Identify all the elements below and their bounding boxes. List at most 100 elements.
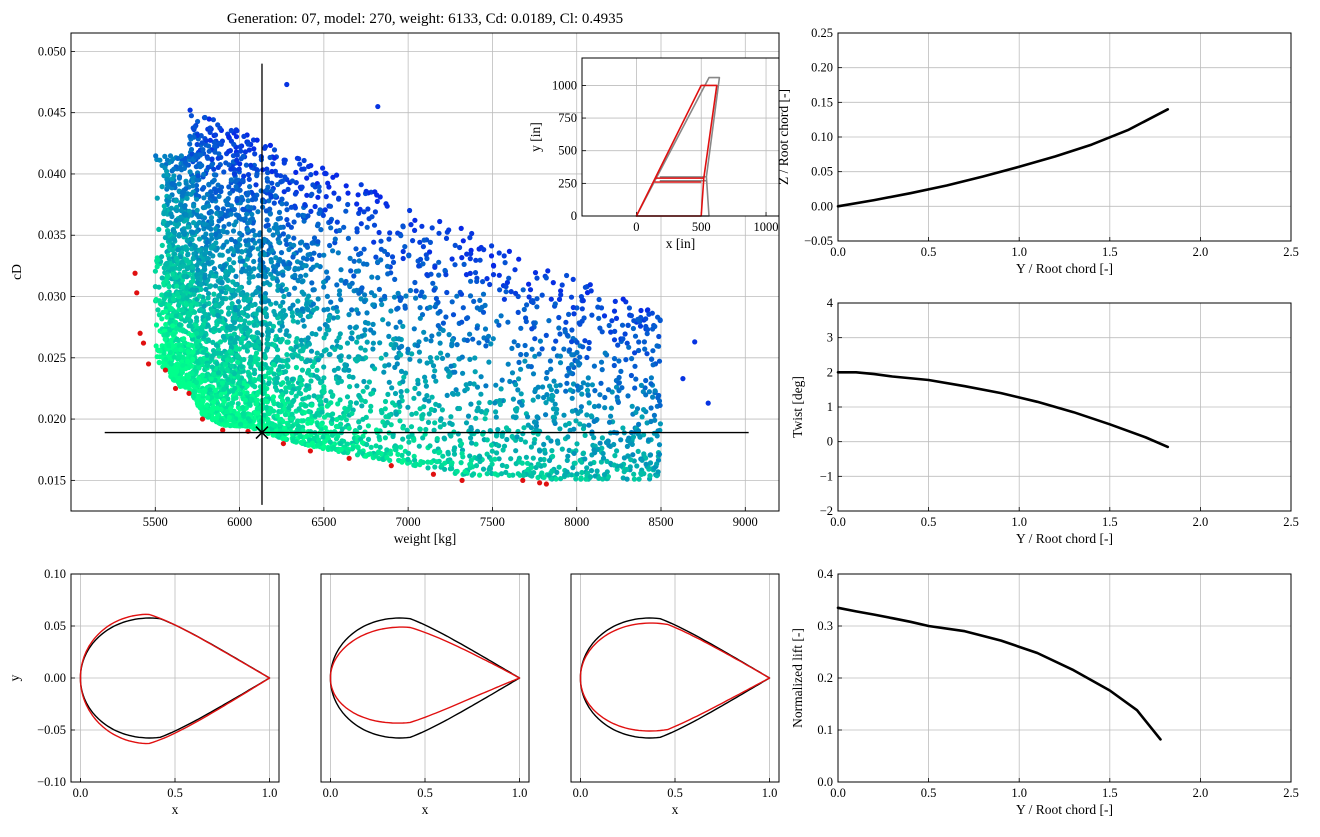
cloud-point (196, 236, 203, 242)
cloud-point (227, 348, 233, 354)
cloud-point (656, 333, 662, 340)
cloud-point (656, 451, 663, 457)
cloud-point (411, 453, 417, 459)
airfoil1-ytick-label: 0.00 (44, 671, 66, 685)
cloud-point (648, 405, 654, 411)
cloud-point (307, 358, 313, 364)
cloud-point (205, 164, 211, 170)
cloud-point (515, 428, 521, 435)
cloud-point (556, 296, 563, 302)
cloud-point (586, 339, 592, 346)
inset-frame (581, 57, 780, 217)
cloud-point (602, 350, 608, 356)
cloud-point (390, 259, 397, 265)
cloud-point (657, 402, 663, 408)
cloud-point (484, 437, 490, 443)
cloud-point (428, 359, 434, 365)
cloud-point (192, 124, 198, 130)
cloud-point (191, 203, 197, 209)
cloud-point (209, 193, 215, 199)
cloud-point (496, 272, 502, 278)
cloud-point (239, 310, 245, 316)
cloud-point (189, 332, 195, 338)
cloud-point (203, 138, 209, 144)
dihedral-xtick-label: 2.5 (1283, 245, 1299, 259)
cloud-point (349, 307, 355, 313)
cloud-point (458, 225, 464, 231)
cloud-point (330, 392, 336, 398)
airfoil2-xlabel: x (422, 802, 429, 817)
cloud-point (421, 294, 427, 300)
cloud-point (417, 256, 424, 262)
cloud-point (618, 463, 624, 469)
cloud-point (281, 189, 287, 195)
cloud-point (448, 363, 454, 369)
cloud-point (218, 188, 224, 195)
cloud-point (251, 370, 258, 377)
cloud-point (356, 210, 362, 216)
cloud-point (457, 244, 463, 251)
cloud-point (263, 373, 269, 379)
cloud-point (380, 317, 386, 323)
cloud-point (330, 248, 336, 254)
cloud-point (237, 144, 243, 150)
cloud-point (596, 296, 602, 303)
cloud-point (194, 344, 201, 350)
cloud-point (229, 323, 235, 329)
cloud-point (464, 337, 470, 343)
cloud-point (164, 314, 170, 320)
cloud-point (397, 418, 403, 424)
pareto-point (137, 330, 143, 336)
cloud-point (287, 261, 293, 267)
cloud-point (588, 468, 595, 474)
cloud-point (215, 312, 221, 318)
cloud-point (213, 342, 219, 348)
cloud-point (463, 420, 470, 426)
cloud-point (222, 418, 228, 424)
cloud-point (179, 189, 185, 196)
cloud-point (566, 311, 572, 317)
cloud-point (389, 385, 395, 391)
cloud-point (398, 389, 404, 395)
cloud-point (371, 330, 377, 336)
cloud-point (306, 341, 312, 347)
cloud-point (591, 418, 597, 424)
cloud-point (515, 342, 521, 349)
cloud-point (563, 319, 569, 325)
cloud-point (359, 403, 365, 409)
cloud-point (395, 290, 401, 296)
cloud-point (586, 400, 592, 406)
cloud-point (577, 457, 583, 463)
cloud-point (255, 307, 261, 313)
cloud-point (324, 403, 330, 409)
cloud-point (570, 276, 576, 282)
cloud-point (173, 217, 179, 223)
main-ytick-label: 0.015 (38, 473, 66, 487)
airfoil1-ytick-label: 0.10 (44, 567, 66, 581)
cloud-point (265, 381, 272, 387)
cloud-point (480, 309, 487, 315)
cloud-point (591, 447, 597, 453)
cloud-point (459, 255, 465, 261)
cloud-point (237, 161, 243, 167)
cloud-point (472, 355, 478, 361)
cloud-point (493, 409, 499, 415)
cloud-point (417, 293, 423, 299)
cloud-point (486, 466, 492, 472)
twist-xtick-label: 0.0 (830, 515, 846, 529)
cloud-point (218, 350, 224, 356)
cloud-point (330, 416, 336, 422)
cloud-point (315, 357, 321, 363)
cloud-point (206, 143, 212, 149)
cloud-point (435, 323, 441, 329)
cloud-point (159, 292, 165, 298)
cloud-point (558, 476, 564, 482)
cloud-point (571, 450, 577, 456)
lift-xlabel: Y / Root chord [-] (1016, 802, 1113, 817)
cloud-point (499, 377, 505, 383)
cloud-point (254, 137, 260, 143)
cloud-point (284, 241, 290, 247)
cloud-point (170, 156, 176, 162)
cloud-point (417, 315, 423, 321)
